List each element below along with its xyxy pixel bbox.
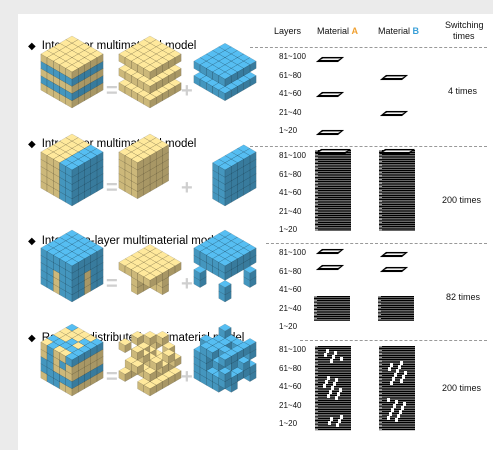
equals-sign: =	[106, 366, 118, 388]
switching-times-inter: 4 times	[448, 86, 478, 96]
equals-sign: =	[106, 273, 118, 295]
layer-range-label: 61~80	[279, 169, 302, 179]
layer-range-label: 81~100	[279, 151, 306, 160]
material-b-letter: B	[412, 26, 420, 36]
section-title-intra: ◆ Intra-layer multimaterial model	[28, 138, 197, 150]
separator-line	[300, 340, 487, 341]
separator-line	[250, 146, 487, 147]
equals-sign: =	[106, 177, 118, 199]
section-title-random: ◆ Random distributed multimaterial model	[28, 332, 245, 344]
header-material-b: Material B	[378, 26, 420, 36]
separator-line	[266, 243, 487, 244]
diamond-bullet-icon: ◆	[28, 139, 36, 150]
layer-range-label: 21~40	[279, 400, 302, 410]
header-switching-line2: times	[453, 31, 475, 41]
layer-range-label: 41~60	[279, 382, 302, 391]
header-switching-line1: Switching	[445, 20, 484, 30]
layer-range-label: 21~40	[279, 303, 302, 313]
section-title-inter-intra: ◆ Inter/Intra-layer multimaterial model	[28, 235, 223, 247]
layer-range-label: 21~40	[279, 107, 302, 117]
header-layers: Layers	[274, 26, 302, 36]
layer-range-label: 41~60	[279, 285, 302, 294]
layer-range-label: 41~60	[279, 89, 302, 98]
layer-range-label: 61~80	[279, 70, 302, 80]
equals-sign: =	[106, 80, 118, 102]
layer-range-label: 21~40	[279, 206, 302, 216]
section-title-inter: ◆ Inter-layer multimaterial model	[28, 40, 197, 52]
plus-sign: +	[181, 273, 193, 295]
plus-sign: +	[181, 80, 193, 102]
plus-sign: +	[181, 366, 193, 388]
switching-times-intra: 200 times	[442, 195, 482, 205]
diamond-bullet-icon: ◆	[28, 41, 36, 52]
layer-range-label: 61~80	[279, 363, 302, 373]
layer-range-label: 41~60	[279, 188, 302, 197]
layer-range-label: 81~100	[279, 52, 306, 61]
layer-range-label: 1~20	[279, 419, 298, 428]
layer-range-label: 61~80	[279, 266, 302, 276]
layer-range-label: 1~20	[279, 322, 298, 331]
material-a-letter: A	[351, 26, 359, 36]
switching-times-random: 200 times	[442, 383, 482, 393]
layer-range-label: 81~100	[279, 248, 306, 257]
plus-sign: +	[181, 177, 193, 199]
header-material-a: Material A	[317, 26, 359, 36]
diamond-bullet-icon: ◆	[28, 236, 36, 247]
separator-line	[250, 47, 487, 48]
diamond-bullet-icon: ◆	[28, 333, 36, 344]
layer-range-label: 1~20	[279, 225, 298, 234]
layer-range-label: 1~20	[279, 126, 298, 135]
figure-panel	[18, 14, 493, 450]
switching-times-inter-intra: 82 times	[446, 292, 481, 302]
layer-range-label: 81~100	[279, 345, 306, 354]
